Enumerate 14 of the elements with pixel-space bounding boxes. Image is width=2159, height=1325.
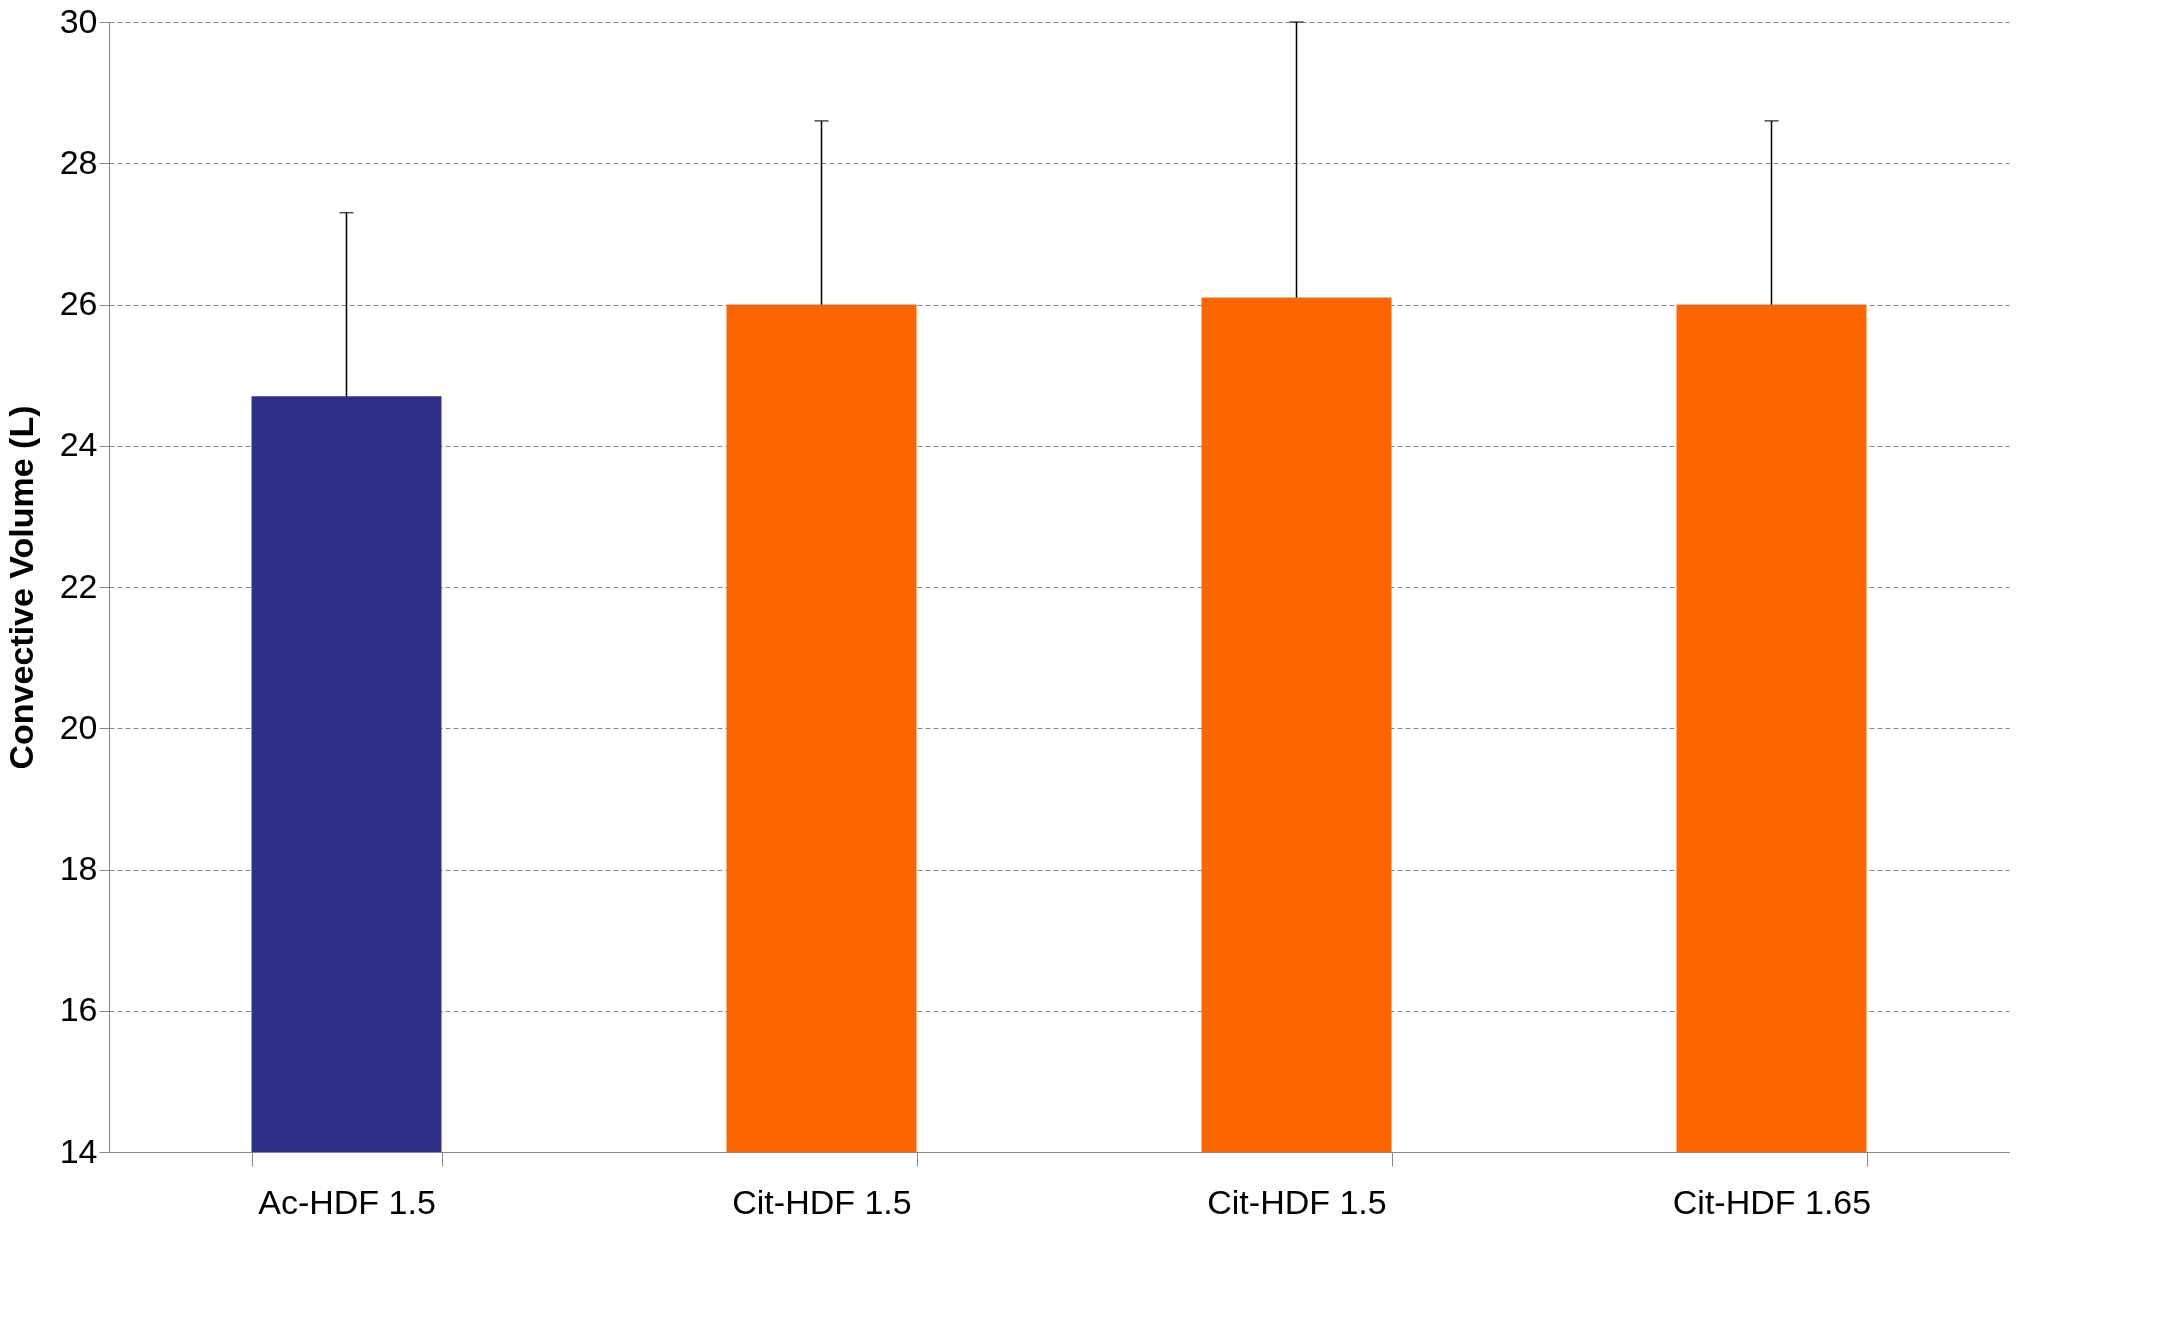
- y-tick-label: 20: [59, 707, 98, 746]
- x-tick-label: Cit-HDF 1.5: [1207, 1182, 1387, 1221]
- y-tick-label: 26: [59, 284, 98, 322]
- y-axis-title: Convective Volume (L): [1, 405, 40, 770]
- y-tick-label: 22: [59, 566, 98, 605]
- y-tick-label: 30: [59, 1, 98, 40]
- x-tick-label: Cit-HDF 1.5: [732, 1182, 912, 1221]
- x-tick-label: Cit-HDF 1.65: [1672, 1182, 1872, 1221]
- y-tick-label: 24: [59, 425, 98, 464]
- y-tick-label: 16: [59, 990, 98, 1029]
- y-tick-label: 28: [59, 142, 98, 181]
- x-tick-label: Ac-HDF 1.5: [258, 1182, 436, 1221]
- y-tick-label: 14: [59, 1131, 98, 1170]
- y-tick-label: 18: [59, 849, 98, 887]
